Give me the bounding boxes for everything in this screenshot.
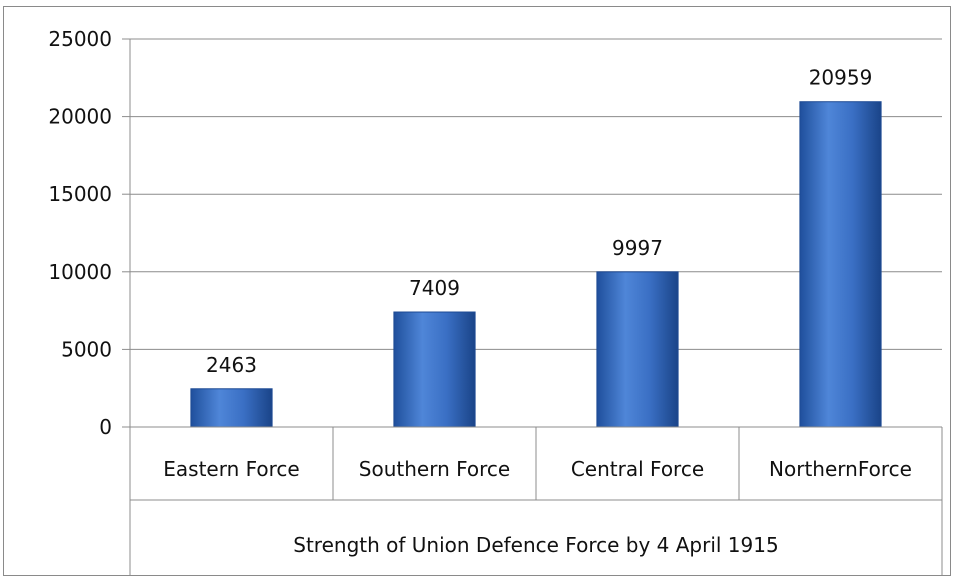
y-tick-label: 0 <box>99 415 112 439</box>
data-label: 2463 <box>206 353 257 377</box>
x-axis-label: Strength of Union Defence Force by 4 Apr… <box>293 533 778 557</box>
y-tick-label: 10000 <box>48 260 112 284</box>
chart-frame <box>3 6 951 576</box>
x-tick-label: Central Force <box>571 457 704 481</box>
bar <box>799 101 882 428</box>
y-axis: 0 5000 10000 15000 20000 25000 <box>48 27 131 439</box>
bar <box>596 271 679 428</box>
data-labels: 2463 7409 9997 20959 <box>206 66 872 377</box>
x-tick-label: Southern Force <box>359 457 510 481</box>
data-label: 7409 <box>409 276 460 300</box>
bars <box>190 101 882 428</box>
x-tick-label: NorthernForce <box>769 457 912 481</box>
data-label: 9997 <box>612 236 663 260</box>
bar <box>393 311 476 428</box>
y-tick-label: 20000 <box>48 105 112 129</box>
x-tick-label: Eastern Force <box>163 457 299 481</box>
x-axis: Eastern Force Southern Force Central Force… <box>129 426 943 575</box>
y-tick-label: 5000 <box>61 337 112 361</box>
y-tick-label: 25000 <box>48 27 112 51</box>
data-label: 20959 <box>809 66 873 90</box>
y-tick-label: 15000 <box>48 182 112 206</box>
bar <box>190 388 273 428</box>
